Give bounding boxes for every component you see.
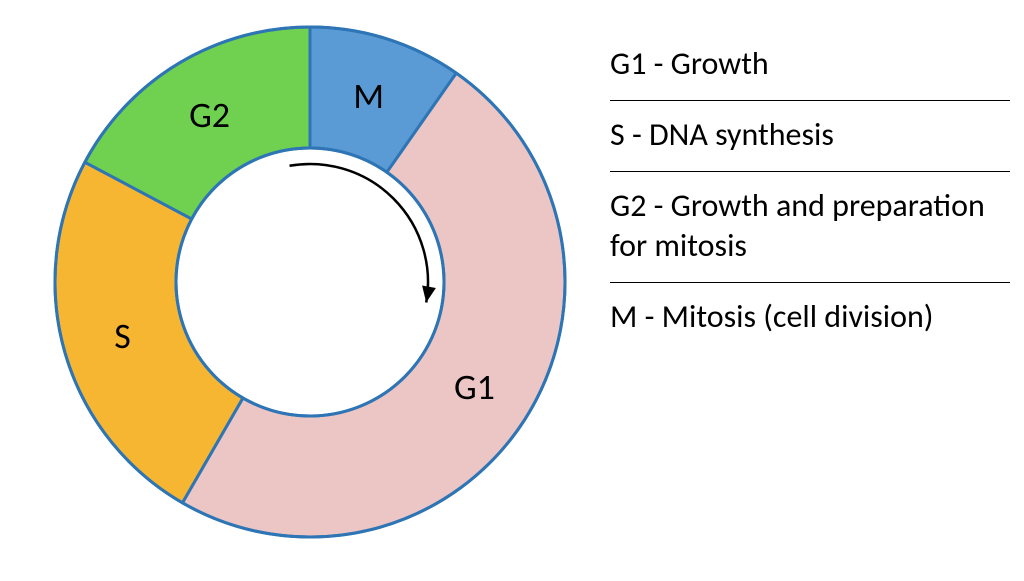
donut-chart: M G2 S G1 [50, 22, 570, 542]
slice-label-s: S [114, 314, 131, 358]
legend-item-g2: G2 - Growth and preparation for mitosis [610, 172, 1010, 283]
legend-item-m: M - Mitosis (cell division) [610, 283, 1010, 353]
slice-label-m: M [353, 74, 384, 118]
slice-label-g2: G2 [189, 93, 230, 137]
legend-item-g1: G1 - Growth [610, 30, 1010, 101]
cycle-arrow-head [422, 286, 436, 303]
slice-label-g1: G1 [454, 365, 495, 409]
legend-item-s: S - DNA synthesis [610, 101, 1010, 172]
legend: G1 - Growth S - DNA synthesis G2 - Growt… [610, 30, 1010, 353]
diagram-container: M G2 S G1 G1 - Growth S - DNA synthesis G2 … [0, 0, 1024, 581]
